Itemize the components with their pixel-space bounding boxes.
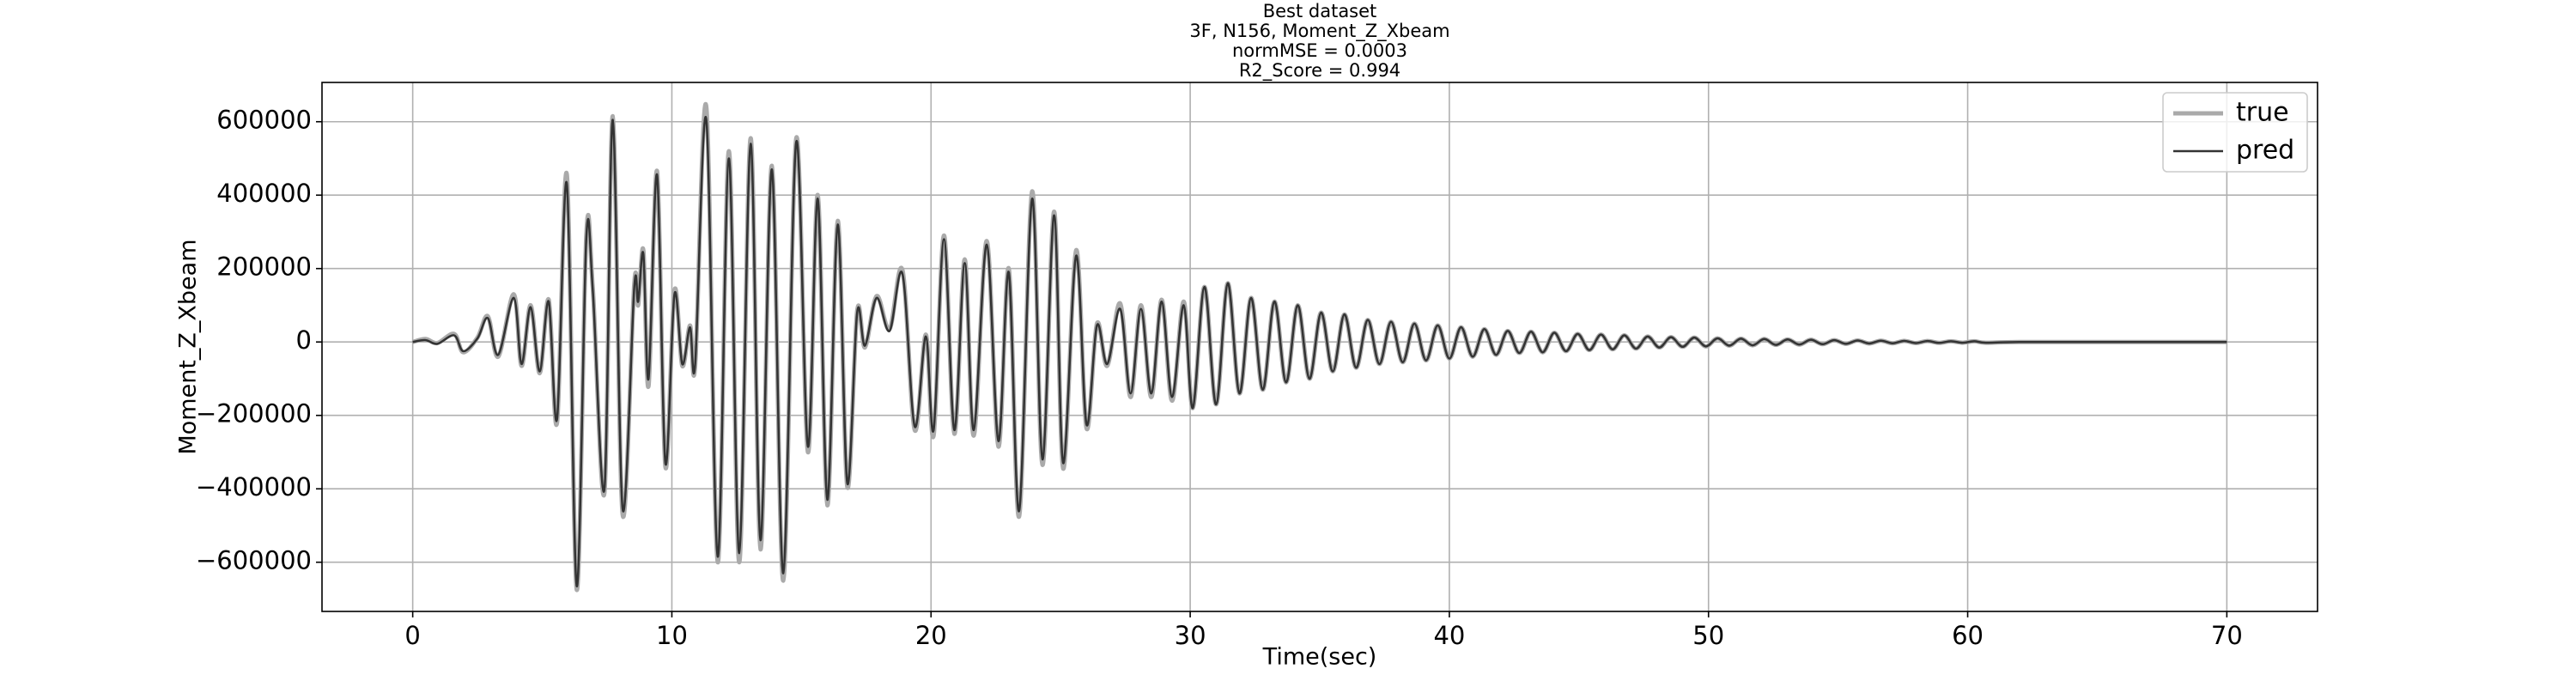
- y-tick-label: 0: [296, 325, 312, 355]
- y-tick-label: 400000: [216, 179, 312, 208]
- y-tick-label: −600000: [196, 546, 312, 575]
- y-tick-label: −400000: [196, 472, 312, 502]
- title-line: Best dataset: [1263, 1, 1377, 21]
- series-line: [412, 116, 2227, 587]
- y-tick-label: −200000: [196, 399, 312, 429]
- x-tick-label: 70: [2211, 621, 2243, 650]
- y-tick-label: 200000: [216, 252, 312, 282]
- title-line: R2_Score = 0.994: [1239, 60, 1400, 82]
- x-tick-label: 50: [1692, 621, 1724, 650]
- x-tick-label: 40: [1433, 621, 1465, 650]
- legend-label: pred: [2236, 136, 2294, 166]
- x-tick-label: 20: [915, 621, 947, 650]
- series-line: [411, 101, 2227, 593]
- x-tick-label: 60: [1952, 621, 1984, 650]
- title-line: normMSE = 0.0003: [1232, 40, 1407, 61]
- title-line: 3F, N156, Moment_Z_Xbeam: [1189, 21, 1449, 42]
- x-tick-label: 10: [656, 621, 688, 650]
- legend-label: true: [2236, 98, 2289, 128]
- x-tick-label: 0: [404, 621, 420, 650]
- y-axis-label: Moment_Z_Xbeam: [175, 239, 202, 454]
- plot-frame: [321, 82, 2318, 612]
- x-axis-label: Time(sec): [1262, 644, 1377, 671]
- y-tick-label: 600000: [216, 106, 312, 135]
- x-tick-label: 30: [1175, 621, 1206, 650]
